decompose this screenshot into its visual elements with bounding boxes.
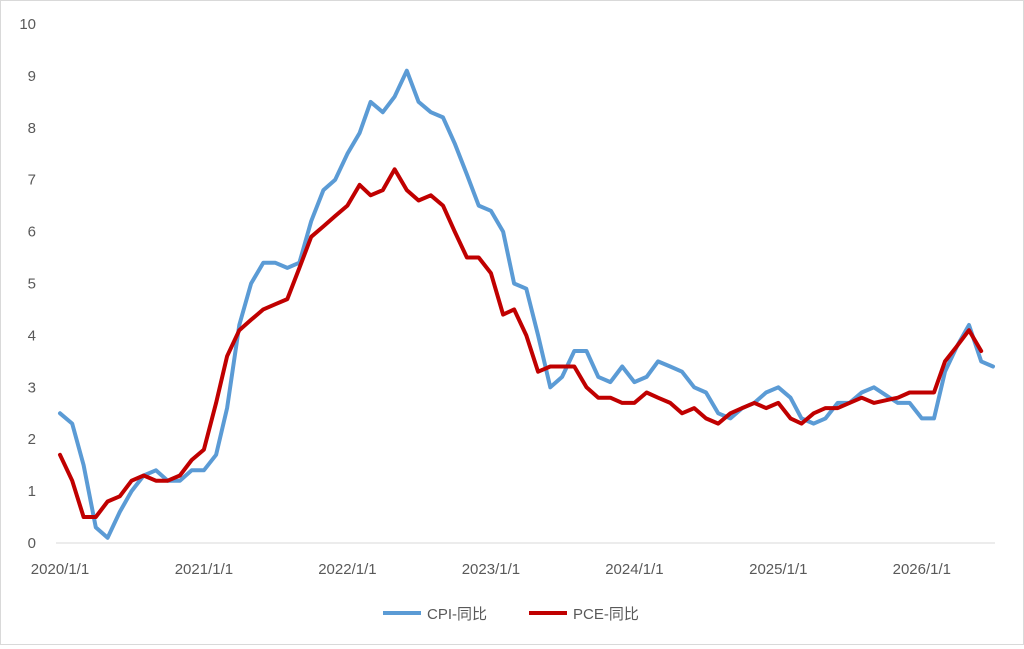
- legend-label: CPI-同比: [427, 606, 487, 623]
- x-tick-label: 2020/1/1: [31, 561, 89, 578]
- x-tick-label: 2026/1/1: [893, 561, 951, 578]
- series-line-pce: [58, 167, 984, 519]
- legend: CPI-同比 PCE-同比: [383, 606, 639, 623]
- y-tick-label: 3: [28, 379, 36, 396]
- legend-label: PCE-同比: [573, 606, 639, 623]
- y-tick-label: 0: [28, 535, 36, 552]
- y-tick-label: 6: [28, 224, 36, 241]
- y-tick-label: 1: [28, 483, 36, 500]
- x-tick-label: 2023/1/1: [462, 561, 520, 578]
- x-axis-ticks: 2020/1/1 2021/1/1 2022/1/1 2023/1/1 2024/1/1…: [31, 561, 951, 578]
- series-lines: [58, 68, 995, 540]
- y-tick-label: 9: [28, 68, 36, 85]
- y-axis-ticks: 0 1 2 3 4 5 6 7 8 9 10: [19, 16, 36, 552]
- series-line-cpi: [58, 68, 995, 540]
- y-tick-label: 10: [19, 16, 36, 33]
- x-tick-label: 2025/1/1: [749, 561, 807, 578]
- y-tick-label: 4: [28, 327, 36, 344]
- x-tick-label: 2024/1/1: [605, 561, 663, 578]
- y-tick-label: 7: [28, 172, 36, 189]
- y-tick-label: 8: [28, 120, 36, 137]
- y-tick-label: 5: [28, 276, 36, 293]
- x-tick-label: 2021/1/1: [175, 561, 233, 578]
- y-tick-label: 2: [28, 431, 36, 448]
- x-tick-label: 2022/1/1: [318, 561, 376, 578]
